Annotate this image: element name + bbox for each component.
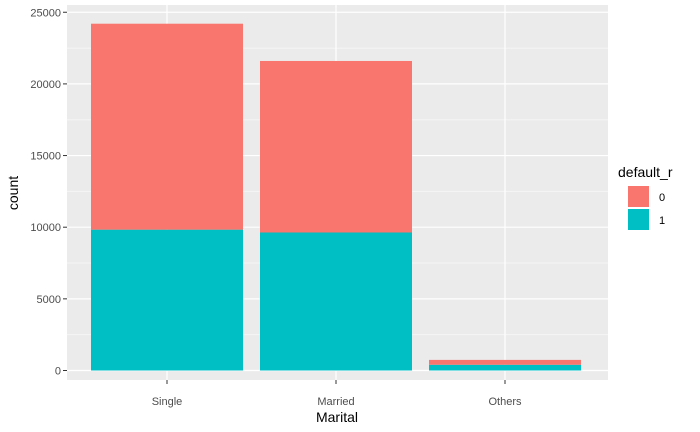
x-axis-ticks: Single Married Others bbox=[152, 380, 522, 408]
legend: default_r 0 1 bbox=[618, 164, 673, 230]
bar-others-default-0 bbox=[429, 360, 581, 365]
y-axis-title: count bbox=[5, 176, 21, 210]
legend-label-0: 0 bbox=[659, 192, 665, 204]
y-tick-label: 25000 bbox=[30, 7, 61, 19]
x-tick-label-married: Married bbox=[317, 396, 354, 408]
bar-others-default-1 bbox=[429, 365, 581, 371]
y-tick-label: 0 bbox=[55, 366, 61, 378]
bar-married-default-0 bbox=[260, 61, 412, 233]
x-tick-label-others: Others bbox=[488, 396, 522, 408]
legend-title: default_r bbox=[618, 164, 673, 180]
y-tick-label: 20000 bbox=[30, 79, 61, 91]
x-axis-title: Marital bbox=[316, 409, 358, 425]
y-tick-label: 10000 bbox=[30, 222, 61, 234]
legend-key-1 bbox=[628, 209, 649, 230]
bar-single-default-0 bbox=[91, 24, 243, 230]
bar-married-default-1 bbox=[260, 233, 412, 371]
y-tick-label: 15000 bbox=[30, 151, 61, 163]
y-axis-ticks: 0 5000 10000 15000 20000 25000 bbox=[30, 7, 67, 377]
legend-key-0 bbox=[628, 186, 649, 207]
x-tick-label-single: Single bbox=[152, 396, 183, 408]
y-tick-label: 5000 bbox=[37, 294, 61, 306]
bar-single-default-1 bbox=[91, 230, 243, 371]
legend-label-1: 1 bbox=[659, 215, 665, 227]
